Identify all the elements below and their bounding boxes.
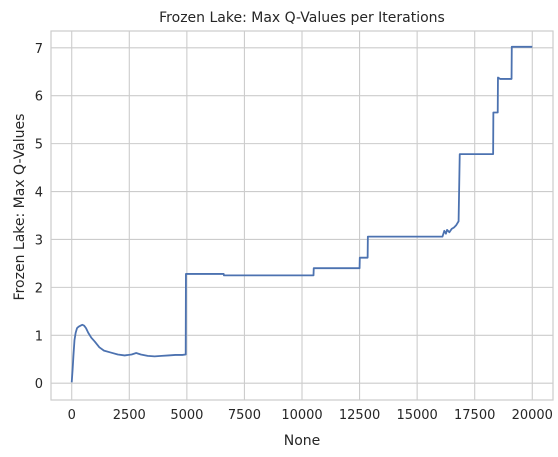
- y-tick-label: 5: [35, 138, 43, 153]
- x-tick-label: 15000: [396, 408, 437, 423]
- grid-lines: [51, 31, 553, 400]
- chart-title: Frozen Lake: Max Q-Values per Iterations: [159, 10, 445, 26]
- x-tick-label: 10000: [281, 408, 322, 423]
- x-tick-label: 20000: [512, 408, 553, 423]
- x-tick-label: 17500: [454, 408, 495, 423]
- series-layer: [70, 45, 533, 383]
- y-tick-label: 1: [35, 329, 43, 344]
- y-tick-label: 4: [35, 186, 43, 201]
- y-tick-labels: 0 1 2 3 4 5 6 7: [35, 42, 43, 392]
- x-tick-label: 0: [68, 408, 76, 423]
- y-tick-label: 6: [35, 90, 43, 105]
- x-tick-label: 2500: [113, 408, 146, 423]
- x-tick-label: 12500: [339, 408, 380, 423]
- y-axis-label: Frozen Lake: Max Q-Values: [12, 114, 28, 301]
- y-tick-label: 2: [35, 281, 43, 296]
- plot-area-frame: [50, 30, 554, 401]
- x-tick-label: 5000: [170, 408, 203, 423]
- y-tick-label: 3: [35, 233, 43, 248]
- x-axis-label: None: [284, 433, 321, 449]
- y-tick-label: 7: [35, 42, 43, 57]
- x-tick-labels: 0 2500 5000 7500 10000 12500 15000 17500 20000: [68, 408, 553, 423]
- series-line-0: [70, 45, 533, 383]
- x-tick-label: 7500: [228, 408, 261, 423]
- y-tick-label: 0: [35, 377, 43, 392]
